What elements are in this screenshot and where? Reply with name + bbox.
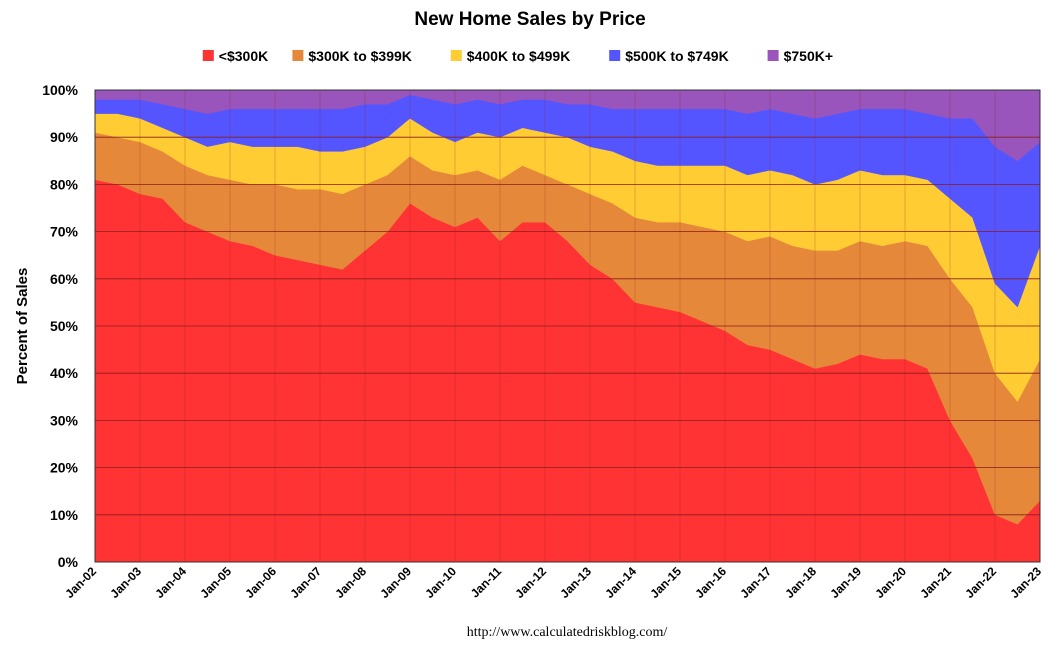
- x-tick-label-6: Jan-08: [332, 564, 369, 601]
- x-tick-label-9: Jan-11: [468, 564, 505, 601]
- x-tick-label-20: Jan-22: [962, 564, 999, 601]
- y-tick-label-7: 70%: [50, 224, 79, 240]
- x-tick-label-8: Jan-10: [422, 564, 459, 601]
- x-tick-label-17: Jan-19: [827, 564, 864, 601]
- legend-swatch-3: [609, 50, 621, 61]
- x-tick-label-15: Jan-17: [737, 564, 774, 601]
- source-url: http://www.calculatedriskblog.com/: [467, 625, 668, 640]
- y-tick-label-9: 90%: [50, 129, 79, 145]
- x-tick-label-13: Jan-15: [647, 564, 684, 601]
- x-tick-label-10: Jan-12: [512, 564, 549, 601]
- chart-title: New Home Sales by Price: [414, 9, 645, 30]
- x-tick-label-4: Jan-06: [242, 564, 279, 601]
- legend-label-0: <$300K: [219, 48, 268, 64]
- x-tick-label-19: Jan-21: [917, 564, 954, 601]
- y-tick-label-3: 30%: [50, 412, 79, 428]
- y-tick-label-1: 10%: [50, 507, 79, 523]
- legend-label-4: $750K+: [784, 48, 833, 64]
- x-tick-label-21: Jan-23: [1007, 564, 1044, 601]
- legend-swatch-4: [767, 50, 779, 61]
- legend-swatch-0: [202, 50, 214, 61]
- x-tick-label-5: Jan-07: [287, 564, 324, 601]
- x-tick-label-18: Jan-20: [872, 564, 909, 601]
- x-tick-label-7: Jan-09: [377, 564, 414, 601]
- gridlines: [94, 89, 1041, 563]
- x-tick-label-12: Jan-14: [602, 564, 639, 601]
- legend: <$300K $300K to $399K $400K to $499K $500K …: [202, 48, 833, 64]
- area-layers: [94, 89, 1041, 563]
- x-tick-label-16: Jan-18: [782, 564, 819, 601]
- x-tick-label-14: Jan-16: [692, 564, 729, 601]
- y-tick-label-4: 40%: [50, 365, 79, 381]
- y-tick-label-2: 20%: [50, 460, 79, 476]
- legend-label-2: $400K to $499K: [467, 48, 571, 64]
- plot-border: [94, 89, 1041, 563]
- y-axis-ticks: 0% 10% 20% 30% 40% 50% 60% 70% 80% 90% 100%: [42, 82, 78, 570]
- legend-label-3: $500K to $749K: [625, 48, 729, 64]
- x-tick-label-2: Jan-04: [152, 564, 189, 601]
- y-tick-label-10: 100%: [42, 82, 78, 98]
- x-tick-label-1: Jan-03: [107, 564, 144, 601]
- x-axis-ticks: Jan-02 Jan-03 Jan-04 Jan-05 Jan-06 Jan-07 Jan-…: [62, 564, 1044, 601]
- y-tick-label-8: 80%: [50, 176, 79, 192]
- legend-label-1: $300K to $399K: [308, 48, 412, 64]
- x-tick-label-11: Jan-13: [557, 564, 594, 601]
- legend-swatch-1: [292, 50, 304, 61]
- legend-swatch-2: [450, 50, 462, 61]
- y-tick-label-0: 0%: [58, 554, 79, 570]
- y-axis-label: Percent of Sales: [14, 268, 31, 385]
- y-tick-label-5: 50%: [50, 318, 79, 334]
- y-tick-label-6: 60%: [50, 271, 79, 287]
- x-tick-label-3: Jan-05: [197, 564, 234, 601]
